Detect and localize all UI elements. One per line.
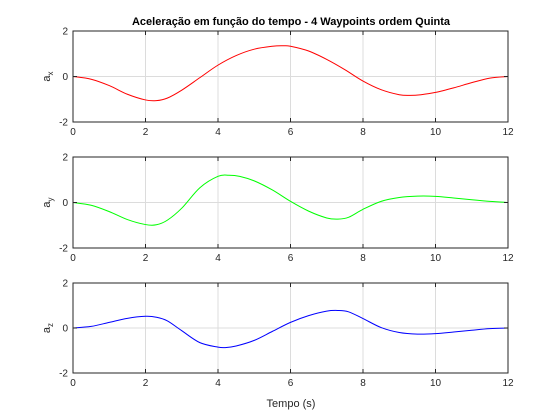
y-tick-label: -2	[59, 118, 68, 129]
y-tick-label: -2	[59, 369, 68, 380]
x-tick-label: 10	[430, 253, 442, 264]
x-tick-label: 0	[70, 253, 76, 264]
x-tick-label: 8	[360, 127, 366, 138]
y-axis-label-subscript: x	[46, 71, 55, 75]
x-tick-label: 8	[360, 253, 366, 264]
series-line-ax	[72, 45, 509, 102]
y-axis-label-subscript: y	[46, 197, 55, 201]
y-tick-label: 0	[62, 198, 68, 209]
x-tick-label: 10	[430, 378, 442, 389]
y-tick-label: 2	[62, 279, 68, 290]
y-axis-label-main: a	[41, 75, 53, 82]
x-tick-label: 0	[70, 378, 76, 389]
y-axis-label: ax	[41, 71, 55, 81]
y-tick-label: 2	[62, 27, 68, 38]
y-tick-label: 2	[62, 153, 68, 164]
y-tick-label: 0	[62, 324, 68, 335]
series-line-az	[72, 309, 509, 349]
y-axis-label: ay	[41, 197, 55, 207]
y-tick-label: -2	[59, 244, 68, 255]
x-tick-label: 10	[430, 127, 442, 138]
x-tick-label: 8	[360, 378, 366, 389]
x-tick-label: 6	[288, 253, 294, 264]
x-tick-label: 6	[288, 127, 294, 138]
series-line-ay	[72, 174, 509, 226]
x-tick-label: 4	[215, 127, 221, 138]
x-tick-label: 6	[288, 378, 294, 389]
y-tick-label: 0	[62, 72, 68, 83]
x-tick-label: 12	[502, 253, 514, 264]
x-tick-label: 12	[502, 378, 514, 389]
x-tick-label: 0	[70, 127, 76, 138]
y-axis-label: az	[41, 323, 55, 333]
y-axis-label-main: a	[41, 201, 53, 208]
x-axis-label: Tempo (s)	[267, 398, 316, 410]
x-tick-label: 12	[502, 127, 514, 138]
x-tick-label: 4	[215, 378, 221, 389]
x-tick-label: 2	[143, 378, 149, 389]
chart-title: Aceleração em função do tempo - 4 Waypoi…	[132, 16, 451, 28]
y-axis-label-subscript: z	[46, 323, 55, 327]
x-tick-label: 2	[143, 127, 149, 138]
x-tick-label: 2	[143, 253, 149, 264]
y-axis-label-main: a	[41, 326, 53, 333]
x-tick-label: 4	[215, 253, 221, 264]
